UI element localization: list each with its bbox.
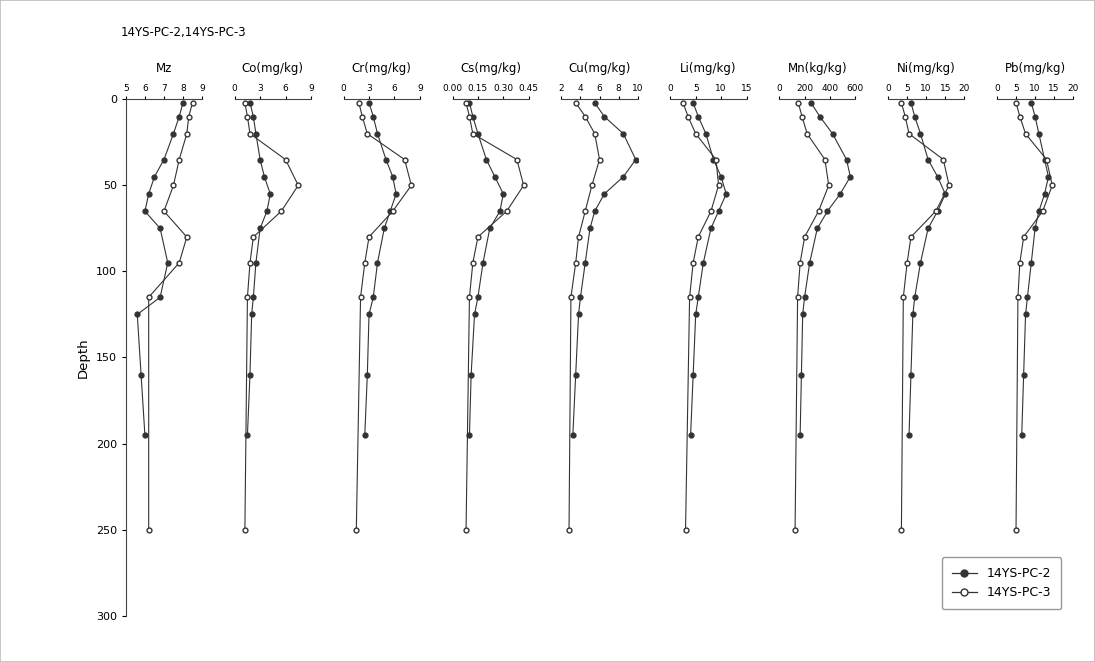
Title: Co(mg/kg): Co(mg/kg) bbox=[242, 62, 303, 75]
Y-axis label: Depth: Depth bbox=[77, 337, 90, 378]
Title: Mn(kg/kg): Mn(kg/kg) bbox=[787, 62, 848, 75]
Title: Pb(mg/kg): Pb(mg/kg) bbox=[1004, 62, 1065, 75]
Legend: 14YS-PC-2, 14YS-PC-3: 14YS-PC-2, 14YS-PC-3 bbox=[942, 557, 1061, 610]
Title: Cu(mg/kg): Cu(mg/kg) bbox=[568, 62, 631, 75]
Title: Cr(mg/kg): Cr(mg/kg) bbox=[351, 62, 412, 75]
Title: Ni(mg/kg): Ni(mg/kg) bbox=[897, 62, 956, 75]
Title: Li(mg/kg): Li(mg/kg) bbox=[680, 62, 737, 75]
Title: Cs(mg/kg): Cs(mg/kg) bbox=[460, 62, 521, 75]
Text: 14YS-PC-2,14YS-PC-3: 14YS-PC-2,14YS-PC-3 bbox=[120, 26, 246, 40]
Title: Mz: Mz bbox=[155, 62, 172, 75]
